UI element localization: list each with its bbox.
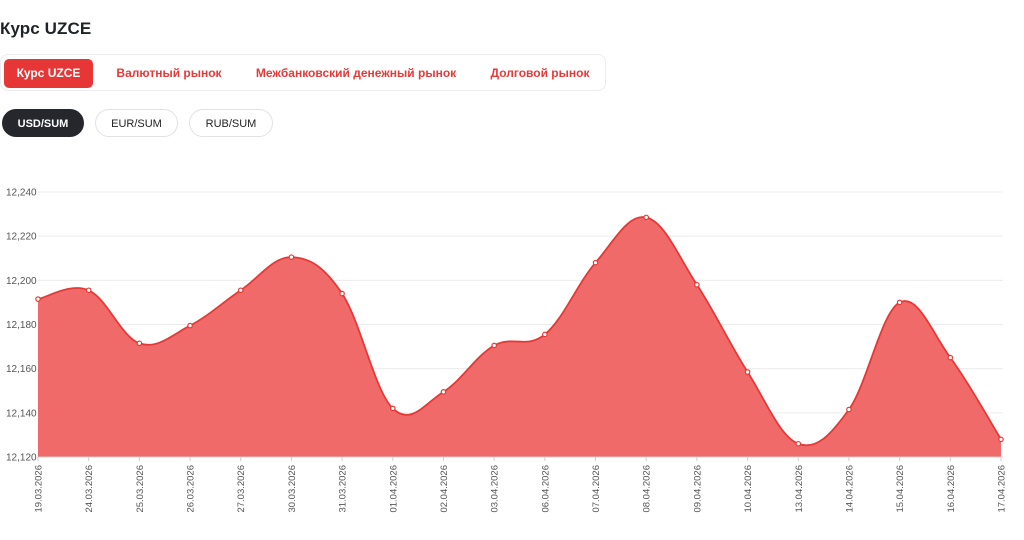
page-title: Курс UZCE xyxy=(0,19,92,38)
data-point xyxy=(288,254,295,260)
pair-eur-sum-button[interactable]: EUR/SUM xyxy=(95,109,178,137)
x-tick-label: 27.03.2026 xyxy=(236,465,247,513)
data-point xyxy=(389,405,396,412)
data-point xyxy=(187,322,193,329)
x-tick-label: 26.03.2026 xyxy=(186,465,197,513)
data-point xyxy=(35,296,41,302)
y-tick-label: 12,160 xyxy=(6,364,37,375)
data-points xyxy=(35,214,1004,447)
data-point xyxy=(592,259,599,266)
tab-uzce-rate[interactable]: Курс UZCE xyxy=(4,59,93,88)
data-point xyxy=(542,331,548,338)
data-point xyxy=(491,342,497,349)
data-point xyxy=(744,369,751,375)
x-tick-label: 15.04.2026 xyxy=(895,465,906,513)
x-tick-label: 07.04.2026 xyxy=(591,465,602,513)
x-tick-label: 25.03.2026 xyxy=(135,465,146,513)
y-tick-label: 12,140 xyxy=(6,408,37,419)
data-point xyxy=(795,440,802,447)
x-tick-label: 30.03.2026 xyxy=(287,465,298,513)
x-tick-label: 03.04.2026 xyxy=(490,465,501,513)
x-tick-label: 31.03.2026 xyxy=(338,465,349,513)
data-point xyxy=(947,354,954,361)
y-tick-label: 12,200 xyxy=(6,276,37,287)
x-tick-label: 09.04.2026 xyxy=(692,465,703,513)
y-axis: 12,120 12,140 12,160 12,180 12,200 12,220 12,2… xyxy=(6,188,37,464)
data-point xyxy=(237,287,244,294)
tab-debt-market[interactable]: Долговой рынок xyxy=(490,66,590,80)
tab-interbank-money-market[interactable]: Межбанковский денежный рынок xyxy=(255,66,457,80)
data-point xyxy=(85,287,92,294)
x-tick-label: 06.04.2026 xyxy=(540,465,551,513)
x-tick-label: 14.04.2026 xyxy=(844,465,855,513)
y-tick-label: 12,180 xyxy=(6,320,37,331)
data-point xyxy=(846,406,852,413)
x-axis: 19.03.2026 24.03.2026 25.03.2026 26.03.2026… xyxy=(34,456,1008,513)
x-tick-label: 16.04.2026 xyxy=(946,465,957,513)
x-tick-label: 01.04.2026 xyxy=(388,465,399,513)
x-tick-label: 24.03.2026 xyxy=(84,465,95,513)
data-point xyxy=(896,299,903,306)
y-tick-label: 12,240 xyxy=(6,188,37,199)
data-point xyxy=(998,436,1004,443)
x-tick-label: 10.04.2026 xyxy=(743,465,754,513)
data-point xyxy=(136,340,143,347)
pair-rub-sum-button[interactable]: RUB/SUM xyxy=(189,109,273,137)
y-tick-label: 12,220 xyxy=(6,232,37,243)
market-tabs: Курс UZCE Валютный рынок Межбанковский д… xyxy=(0,54,606,91)
rate-area xyxy=(38,217,1001,457)
y-tick-label: 12,120 xyxy=(6,453,37,464)
x-tick-label: 08.04.2026 xyxy=(642,465,653,513)
x-tick-label: 17.04.2026 xyxy=(997,465,1008,513)
pair-usd-sum-button[interactable]: USD/SUM xyxy=(2,109,84,137)
x-tick-label: 13.04.2026 xyxy=(794,465,805,513)
x-tick-label: 19.03.2026 xyxy=(34,465,45,513)
data-point xyxy=(643,214,650,221)
x-tick-label: 02.04.2026 xyxy=(439,465,450,513)
data-point xyxy=(440,389,447,395)
tab-currency-market[interactable]: Валютный рынок xyxy=(116,66,222,80)
data-point xyxy=(694,281,700,288)
usd-sum-rate-chart: 12,120 12,140 12,160 12,180 12,200 12,220 12,2… xyxy=(6,188,1008,513)
data-point xyxy=(339,290,345,297)
